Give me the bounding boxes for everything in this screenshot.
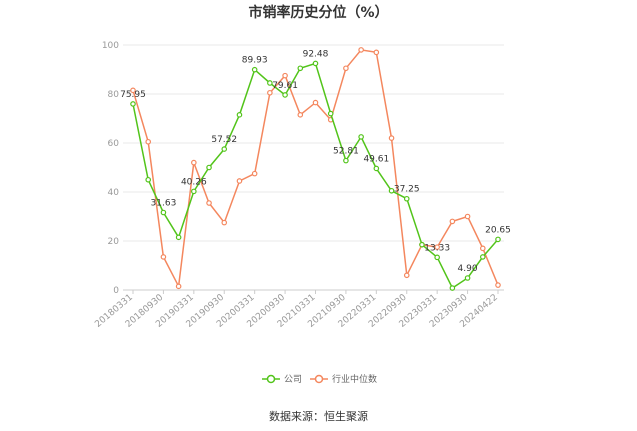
data-point — [449, 285, 456, 291]
data-point — [434, 244, 440, 250]
data-point — [297, 112, 304, 118]
data-point — [191, 159, 197, 166]
y-tick-label: 80 — [108, 90, 120, 100]
data-point — [312, 60, 319, 67]
data-source: 数据来源：恒生聚源 — [269, 410, 368, 423]
data-point — [327, 110, 334, 117]
data-point — [434, 254, 440, 261]
data-label: 89.93 — [242, 56, 268, 66]
data-point — [221, 219, 228, 226]
data-point — [282, 72, 288, 79]
data-point — [160, 209, 167, 216]
data-label: 37.25 — [394, 185, 420, 195]
data-point — [175, 234, 182, 241]
series-line-0 — [132, 62, 499, 290]
data-point — [358, 134, 364, 140]
y-tick-label: 20 — [108, 237, 120, 247]
data-point — [282, 92, 288, 98]
data-point — [236, 178, 243, 184]
data-point — [403, 272, 410, 279]
data-point — [312, 99, 319, 106]
data-point — [145, 176, 152, 183]
data-point — [373, 49, 380, 56]
data-label: 57.52 — [211, 135, 237, 145]
data-point — [175, 283, 182, 290]
data-point — [267, 89, 273, 96]
data-point — [267, 80, 273, 86]
data-label: 4.90 — [458, 264, 478, 274]
data-point — [479, 245, 486, 252]
data-label: 40.26 — [181, 177, 207, 187]
data-label: 31.63 — [151, 199, 177, 209]
data-label: 52.81 — [333, 147, 359, 157]
data-point — [236, 112, 243, 118]
data-label: 92.48 — [303, 49, 329, 59]
data-point — [403, 195, 410, 202]
data-label: 75.95 — [120, 90, 146, 100]
data-point — [343, 65, 349, 72]
chart-title: 市销率历史分位（%） — [248, 5, 389, 21]
data-point — [388, 187, 395, 194]
legend-label-1: 行业中位数 — [332, 373, 377, 385]
data-point — [343, 157, 349, 164]
data-point — [206, 200, 212, 206]
y-tick-label: 60 — [108, 139, 120, 149]
legend-marker-1 — [314, 374, 324, 384]
data-point — [297, 65, 304, 72]
data-point — [449, 218, 456, 225]
data-point — [479, 254, 486, 260]
data-point — [191, 188, 197, 195]
data-point — [495, 282, 501, 288]
data-point — [464, 275, 471, 281]
y-tick-label: 100 — [102, 41, 119, 51]
data-point — [145, 138, 152, 145]
data-point — [464, 213, 471, 220]
data-point — [251, 170, 258, 177]
data-label: 79.61 — [272, 81, 298, 91]
data-label: 20.65 — [485, 225, 511, 235]
data-point — [130, 101, 136, 107]
data-point — [358, 47, 364, 53]
data-point — [160, 254, 167, 260]
data-point — [221, 146, 228, 152]
data-point — [495, 236, 501, 243]
data-label: 13.33 — [424, 243, 450, 253]
data-point — [206, 164, 212, 171]
y-tick-label: 40 — [108, 188, 120, 198]
y-tick-label: 0 — [113, 286, 119, 296]
data-point — [388, 135, 395, 141]
data-point — [419, 241, 425, 248]
data-point — [130, 87, 136, 94]
legend-label-0: 公司 — [284, 374, 302, 385]
data-point — [373, 165, 380, 172]
data-point — [251, 66, 258, 73]
data-label: 49.61 — [363, 154, 389, 164]
legend-marker-0 — [266, 374, 276, 384]
